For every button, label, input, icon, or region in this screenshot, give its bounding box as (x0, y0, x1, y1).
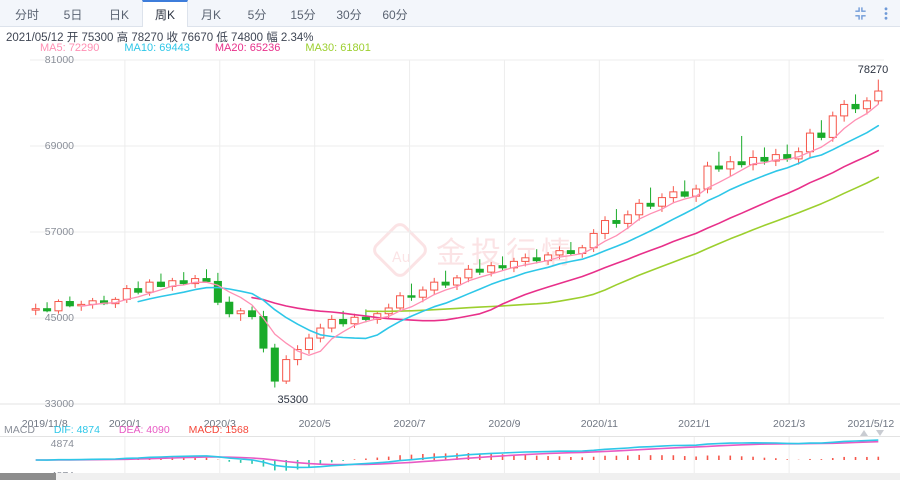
more-vertical-icon[interactable] (878, 6, 894, 22)
macd-dea-value: DEA: 4090 (118, 424, 170, 436)
price-y-tick-3: 69000 (44, 140, 74, 152)
scroll-arrows[interactable] (860, 430, 884, 436)
horizontal-scrollbar-thumb[interactable] (0, 473, 56, 480)
period-tab-list: 分时 5日 日K 周K 月K 5分 15分 30分 60分 (0, 0, 900, 27)
macd-title: MACD (4, 424, 35, 436)
period-tab-1[interactable]: 5日 (63, 8, 83, 22)
price-y-tick-2: 57000 (44, 226, 74, 238)
ma-legend-line: MA5: 72290 MA10: 69443 MA20: 65236 MA30:… (40, 42, 393, 54)
price-candlestick-svg (0, 59, 900, 405)
period-tabbar: 分时 5日 日K 周K 月K 5分 15分 30分 60分 (0, 0, 900, 27)
x-tick-1: 2020/1 (108, 418, 141, 430)
x-tick-5: 2020/9 (488, 418, 521, 430)
period-tab-8[interactable]: 60分 (382, 8, 408, 22)
ma20-legend: MA20: 65236 (214, 42, 281, 54)
x-tick-6: 2020/11 (580, 418, 618, 430)
x-tick-9: 2021/5/12 (847, 418, 895, 430)
macd-svg (0, 436, 900, 474)
x-tick-7: 2021/1 (678, 418, 711, 430)
period-tab-4[interactable]: 月K (200, 8, 221, 22)
macd-dif-value: DIF: 4874 (53, 424, 100, 436)
high-price-tag: 78270 (857, 63, 889, 76)
collapse-arrows-icon[interactable] (852, 6, 868, 22)
period-tab-5[interactable]: 5分 (247, 8, 267, 22)
x-tick-2: 2020/3 (203, 418, 236, 430)
arrow-down-icon[interactable] (876, 430, 884, 436)
period-tab-2[interactable]: 日K (108, 8, 129, 22)
period-tab-3[interactable]: 周K (142, 0, 188, 27)
ma30-legend: MA30: 61801 (305, 42, 371, 54)
period-tab-6[interactable]: 15分 (290, 8, 316, 22)
x-tick-3: 2020/5 (298, 418, 331, 430)
x-tick-4: 2020/7 (393, 418, 426, 430)
macd-macd-value: MACD: 1568 (188, 424, 249, 436)
price-y-tick-1: 45000 (44, 312, 74, 324)
toolbar-actions (852, 0, 894, 27)
period-tab-0[interactable]: 分时 (14, 8, 39, 22)
quote-info-line: 2021/05/12 开 75300 高 78270 收 76670 低 748… (6, 32, 314, 44)
horizontal-scrollbar-track[interactable] (0, 473, 900, 480)
macd-legend-line: MACD DIF: 4874 DEA: 4090 MACD: 1568 (4, 424, 265, 436)
x-tick-0: 2019/11/8 (21, 418, 68, 430)
period-tab-7[interactable]: 30分 (336, 8, 362, 22)
arrow-up-icon[interactable] (860, 430, 868, 436)
macd-y-tick-0: 4874 (50, 438, 74, 450)
macd-chart-pane[interactable] (0, 436, 900, 474)
price-chart-pane[interactable] (0, 56, 900, 416)
low-price-tag: 35300 (277, 393, 309, 406)
price-y-tick-4: 81000 (44, 54, 74, 66)
x-tick-8: 2021/3 (773, 418, 806, 430)
ma5-legend: MA5: 72290 (40, 42, 100, 54)
ma10-legend: MA10: 69443 (124, 42, 190, 54)
price-y-tick-0: 33000 (44, 398, 74, 410)
